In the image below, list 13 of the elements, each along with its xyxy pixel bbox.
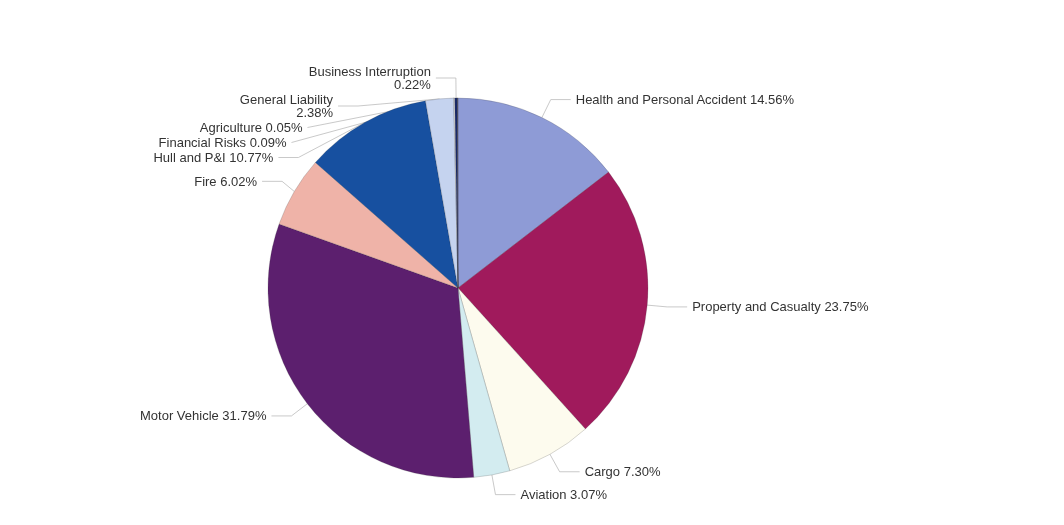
data-label: 0.22% <box>394 77 432 93</box>
slice-label: Business Interruption <box>308 64 431 80</box>
slice-label: Hull and P&I 10.77% <box>153 150 274 166</box>
slice-label: Fire 6.02% <box>194 173 258 189</box>
slice-label: Financial Risks 0.09% <box>158 135 287 151</box>
slice-label: Aviation 3.07% <box>520 487 608 503</box>
slice-label: Cargo 7.30% <box>584 464 661 480</box>
slice-label: Health and Personal Accident 14.56% <box>575 92 795 108</box>
data-label: 2.38% <box>296 105 334 121</box>
slice-label: General Liability <box>239 92 334 108</box>
slice-label: Agriculture 0.05% <box>199 120 303 136</box>
slice-label: Property and Casualty 23.75% <box>692 299 869 315</box>
slice-label: Motor Vehicle 31.79% <box>139 408 267 424</box>
